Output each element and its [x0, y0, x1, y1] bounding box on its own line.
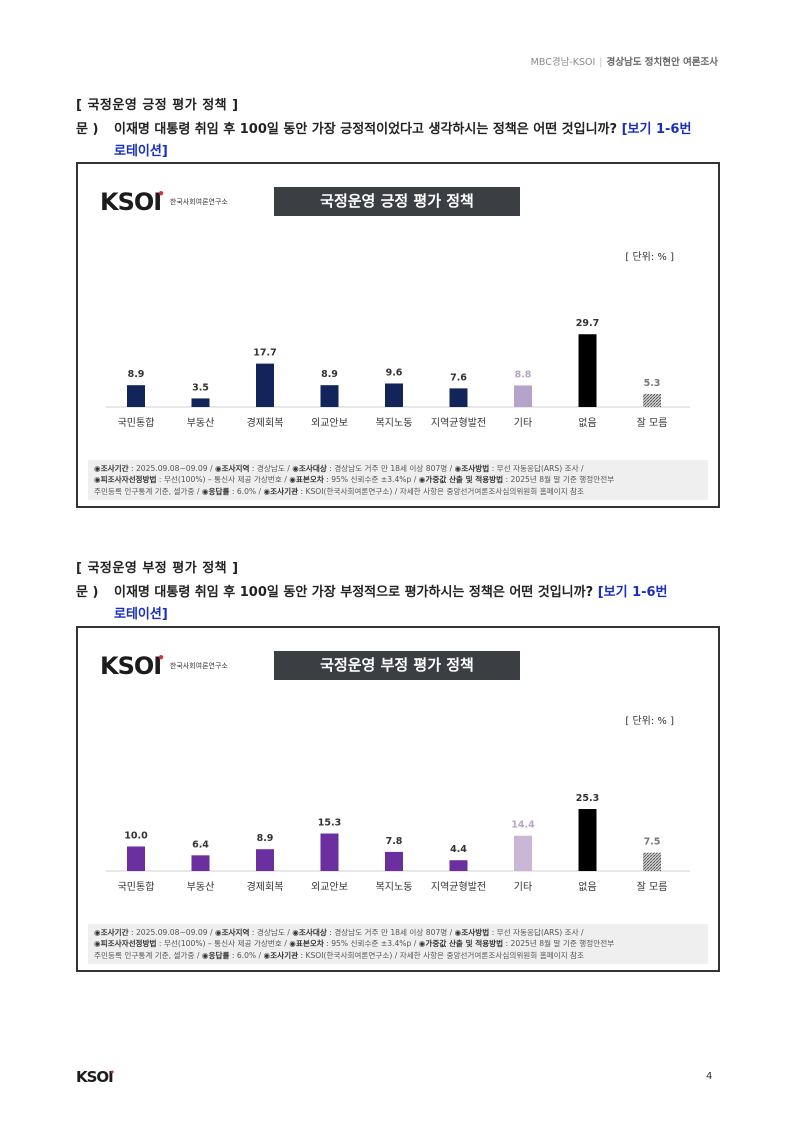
bar-2 — [191, 398, 210, 407]
survey-footer: ◉조사기간 : 2025.09.08~09.09 / ◉조사지역 : 경상남도 … — [88, 459, 708, 500]
question-note: [보기 1-6번 — [621, 122, 692, 137]
ksoi-logo: KSOI• 한국사회여론연구소 — [100, 187, 228, 216]
question-text: 이재명 대통령 취임 후 100일 동안 가장 부정적으로 평가하시는 정책은 … — [114, 585, 594, 600]
chart-title: 국정운영 부정 평가 정책 — [274, 651, 520, 680]
category-label: 경제회복 — [247, 416, 284, 429]
question-note-cont: 로테이션] — [114, 607, 168, 622]
ksoi-logo: KSOI• 한국사회여론연구소 — [100, 651, 228, 680]
data-label: 7.8 — [386, 836, 403, 847]
data-label: 8.9 — [257, 833, 274, 844]
survey-footer: ◉조사기간 : 2025.09.08~09.09 / ◉조사지역 : 경상남도 … — [88, 923, 708, 964]
category-label: 국민통합 — [118, 417, 155, 429]
bar-1 — [127, 846, 145, 871]
data-label: 7.5 — [644, 837, 661, 848]
category-label: 없음 — [578, 416, 596, 429]
bar-3 — [256, 363, 274, 407]
category-label: 지역균형발전 — [431, 417, 486, 429]
logo-mark: KSOI• — [100, 187, 165, 216]
bar-7 — [514, 835, 532, 871]
category-label: 부동산 — [187, 417, 215, 429]
category-label: 기타 — [514, 881, 532, 893]
chart-title: 국정운영 긍정 평가 정책 — [274, 187, 520, 216]
page-header: MBC경남-KSOI | 경상남도 정치현안 여론조사 — [531, 54, 718, 68]
data-label: 9.6 — [386, 367, 403, 378]
bar-9 — [643, 852, 661, 871]
category-label: 외교안보 — [311, 417, 348, 429]
bar-4 — [320, 833, 339, 871]
data-label: 10.0 — [124, 831, 148, 842]
bar-9 — [643, 394, 661, 407]
category-label: 잘 모름 — [637, 417, 668, 429]
chart-panel-positive: KSOI• 한국사회여론연구소 국정운영 긍정 평가 정책 [ 단위: % ] … — [76, 162, 720, 508]
category-label: 국민통합 — [118, 881, 155, 893]
bar-6 — [449, 860, 468, 871]
data-label: 29.7 — [576, 318, 599, 329]
data-label: 17.7 — [253, 348, 276, 359]
category-label: 복지노동 — [376, 881, 413, 893]
category-label: 부동산 — [187, 881, 215, 893]
bar-5 — [385, 383, 403, 407]
question-mark: 문 ) — [76, 122, 99, 137]
section-title: [ 국정운영 부정 평가 정책 ] — [76, 561, 239, 576]
header-divider: | — [599, 57, 603, 68]
bar-4 — [320, 385, 339, 407]
question: 문 ) 이재명 대통령 취임 후 100일 동안 가장 부정적으로 평가하시는 정… — [76, 582, 718, 626]
unit-label: [ 단위: % ] — [625, 252, 674, 263]
question-note: [보기 1-6번 — [597, 585, 668, 600]
category-label: 잘 모름 — [637, 881, 668, 893]
bar-8 — [578, 809, 597, 871]
data-label: 8.9 — [128, 369, 145, 380]
logo-name: 한국사회여론연구소 — [169, 198, 228, 206]
header-right: 경상남도 정치현안 여론조사 — [606, 57, 719, 68]
data-label: 15.3 — [318, 818, 341, 829]
category-label: 없음 — [578, 880, 596, 893]
header-left: MBC경남-KSOI — [530, 57, 596, 68]
bar-chart-negative: 10.0 국민통합 6.4 부동산 8.9 경제회복 15.3 외교안보 7.8 복지노동 4.4 지… — [106, 793, 690, 893]
category-label: 경제회복 — [247, 880, 284, 893]
section-title: [ 국정운영 긍정 평가 정책 ] — [76, 98, 239, 113]
data-label: 5.3 — [644, 378, 661, 389]
page-number: 4 — [706, 1071, 713, 1082]
data-label: 25.3 — [576, 793, 599, 804]
category-label: 외교안보 — [311, 881, 348, 893]
bar-1 — [127, 385, 145, 407]
data-label: 4.4 — [450, 844, 467, 855]
page-footer-logo: KSOI• — [76, 1068, 115, 1086]
data-label: 6.4 — [192, 839, 209, 850]
question-mark: 문 ) — [76, 585, 99, 600]
category-label: 복지노동 — [376, 417, 413, 429]
logo-mark: KSOI• — [100, 651, 165, 680]
category-label: 기타 — [514, 417, 532, 429]
bar-5 — [385, 851, 403, 871]
data-label: 8.8 — [515, 369, 532, 380]
data-label: 7.6 — [450, 372, 467, 383]
bar-chart-positive: 8.9 국민통합 3.5 부동산 17.7 경제회복 8.9 외교안보 9.6 복지노동 7.6 지역… — [106, 318, 690, 429]
bar-8 — [578, 334, 597, 407]
section-negative: [ 국정운영 부정 평가 정책 ] 문 ) 이재명 대통령 취임 후 100일 동… — [76, 557, 718, 626]
question: 문 ) 이재명 대통령 취임 후 100일 동안 가장 긍정적이었다고 생각하시는… — [76, 119, 718, 163]
bar-2 — [191, 855, 210, 871]
category-label: 지역균형발전 — [431, 881, 486, 893]
bar-7 — [514, 385, 532, 407]
unit-label: [ 단위: % ] — [625, 716, 674, 727]
bar-6 — [449, 388, 468, 407]
section-positive: [ 국정운영 긍정 평가 정책 ] 문 ) 이재명 대통령 취임 후 100일 동… — [76, 94, 718, 163]
chart-panel-negative: KSOI• 한국사회여론연구소 국정운영 부정 평가 정책 [ 단위: % ] … — [76, 626, 720, 972]
question-note-cont: 로테이션] — [114, 144, 168, 159]
data-label: 14.4 — [511, 820, 535, 831]
data-label: 3.5 — [192, 382, 209, 393]
data-label: 8.9 — [321, 369, 338, 380]
question-text: 이재명 대통령 취임 후 100일 동안 가장 긍정적이었다고 생각하시는 정책… — [114, 122, 618, 137]
bar-3 — [256, 849, 274, 871]
logo-name: 한국사회여론연구소 — [169, 662, 228, 670]
